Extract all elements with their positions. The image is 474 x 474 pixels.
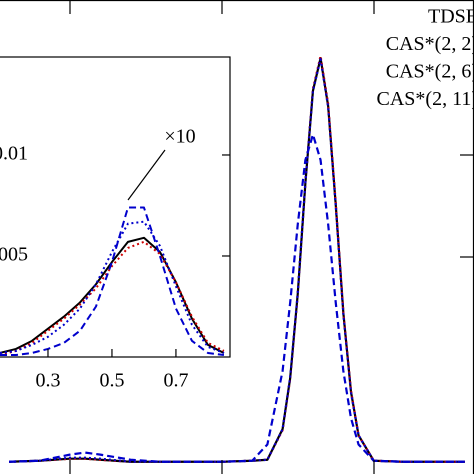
- x-tick-label: 0.3: [35, 370, 60, 392]
- legend-label: CAS*(2, 11): [377, 88, 474, 110]
- annotation: ×10: [164, 126, 195, 148]
- inset-axes: 0.3 0.5 0.7 0.005 0.01: [0, 143, 230, 392]
- y-tick-label: 0.01: [0, 143, 28, 165]
- legend-label: CAS*(2, 2): [386, 33, 474, 55]
- legend: TDSE CAS*(2, 2) CAS*(2, 6) CAS*(2, 11): [377, 6, 474, 111]
- main-plot: [9, 54, 465, 463]
- y-tick-label: 0.005: [0, 244, 28, 266]
- legend-label: TDSE: [428, 6, 474, 28]
- series-line: [0, 240, 225, 356]
- legend-label: CAS*(2, 6): [386, 61, 474, 83]
- series-line: [9, 58, 465, 463]
- x-tick-label: 0.5: [99, 370, 124, 392]
- x-tick-label: 0.7: [163, 370, 188, 392]
- inset-frame: [0, 56, 231, 358]
- series-line: [0, 206, 225, 356]
- inset-plot: [0, 206, 225, 356]
- annotation-line: [127, 149, 166, 201]
